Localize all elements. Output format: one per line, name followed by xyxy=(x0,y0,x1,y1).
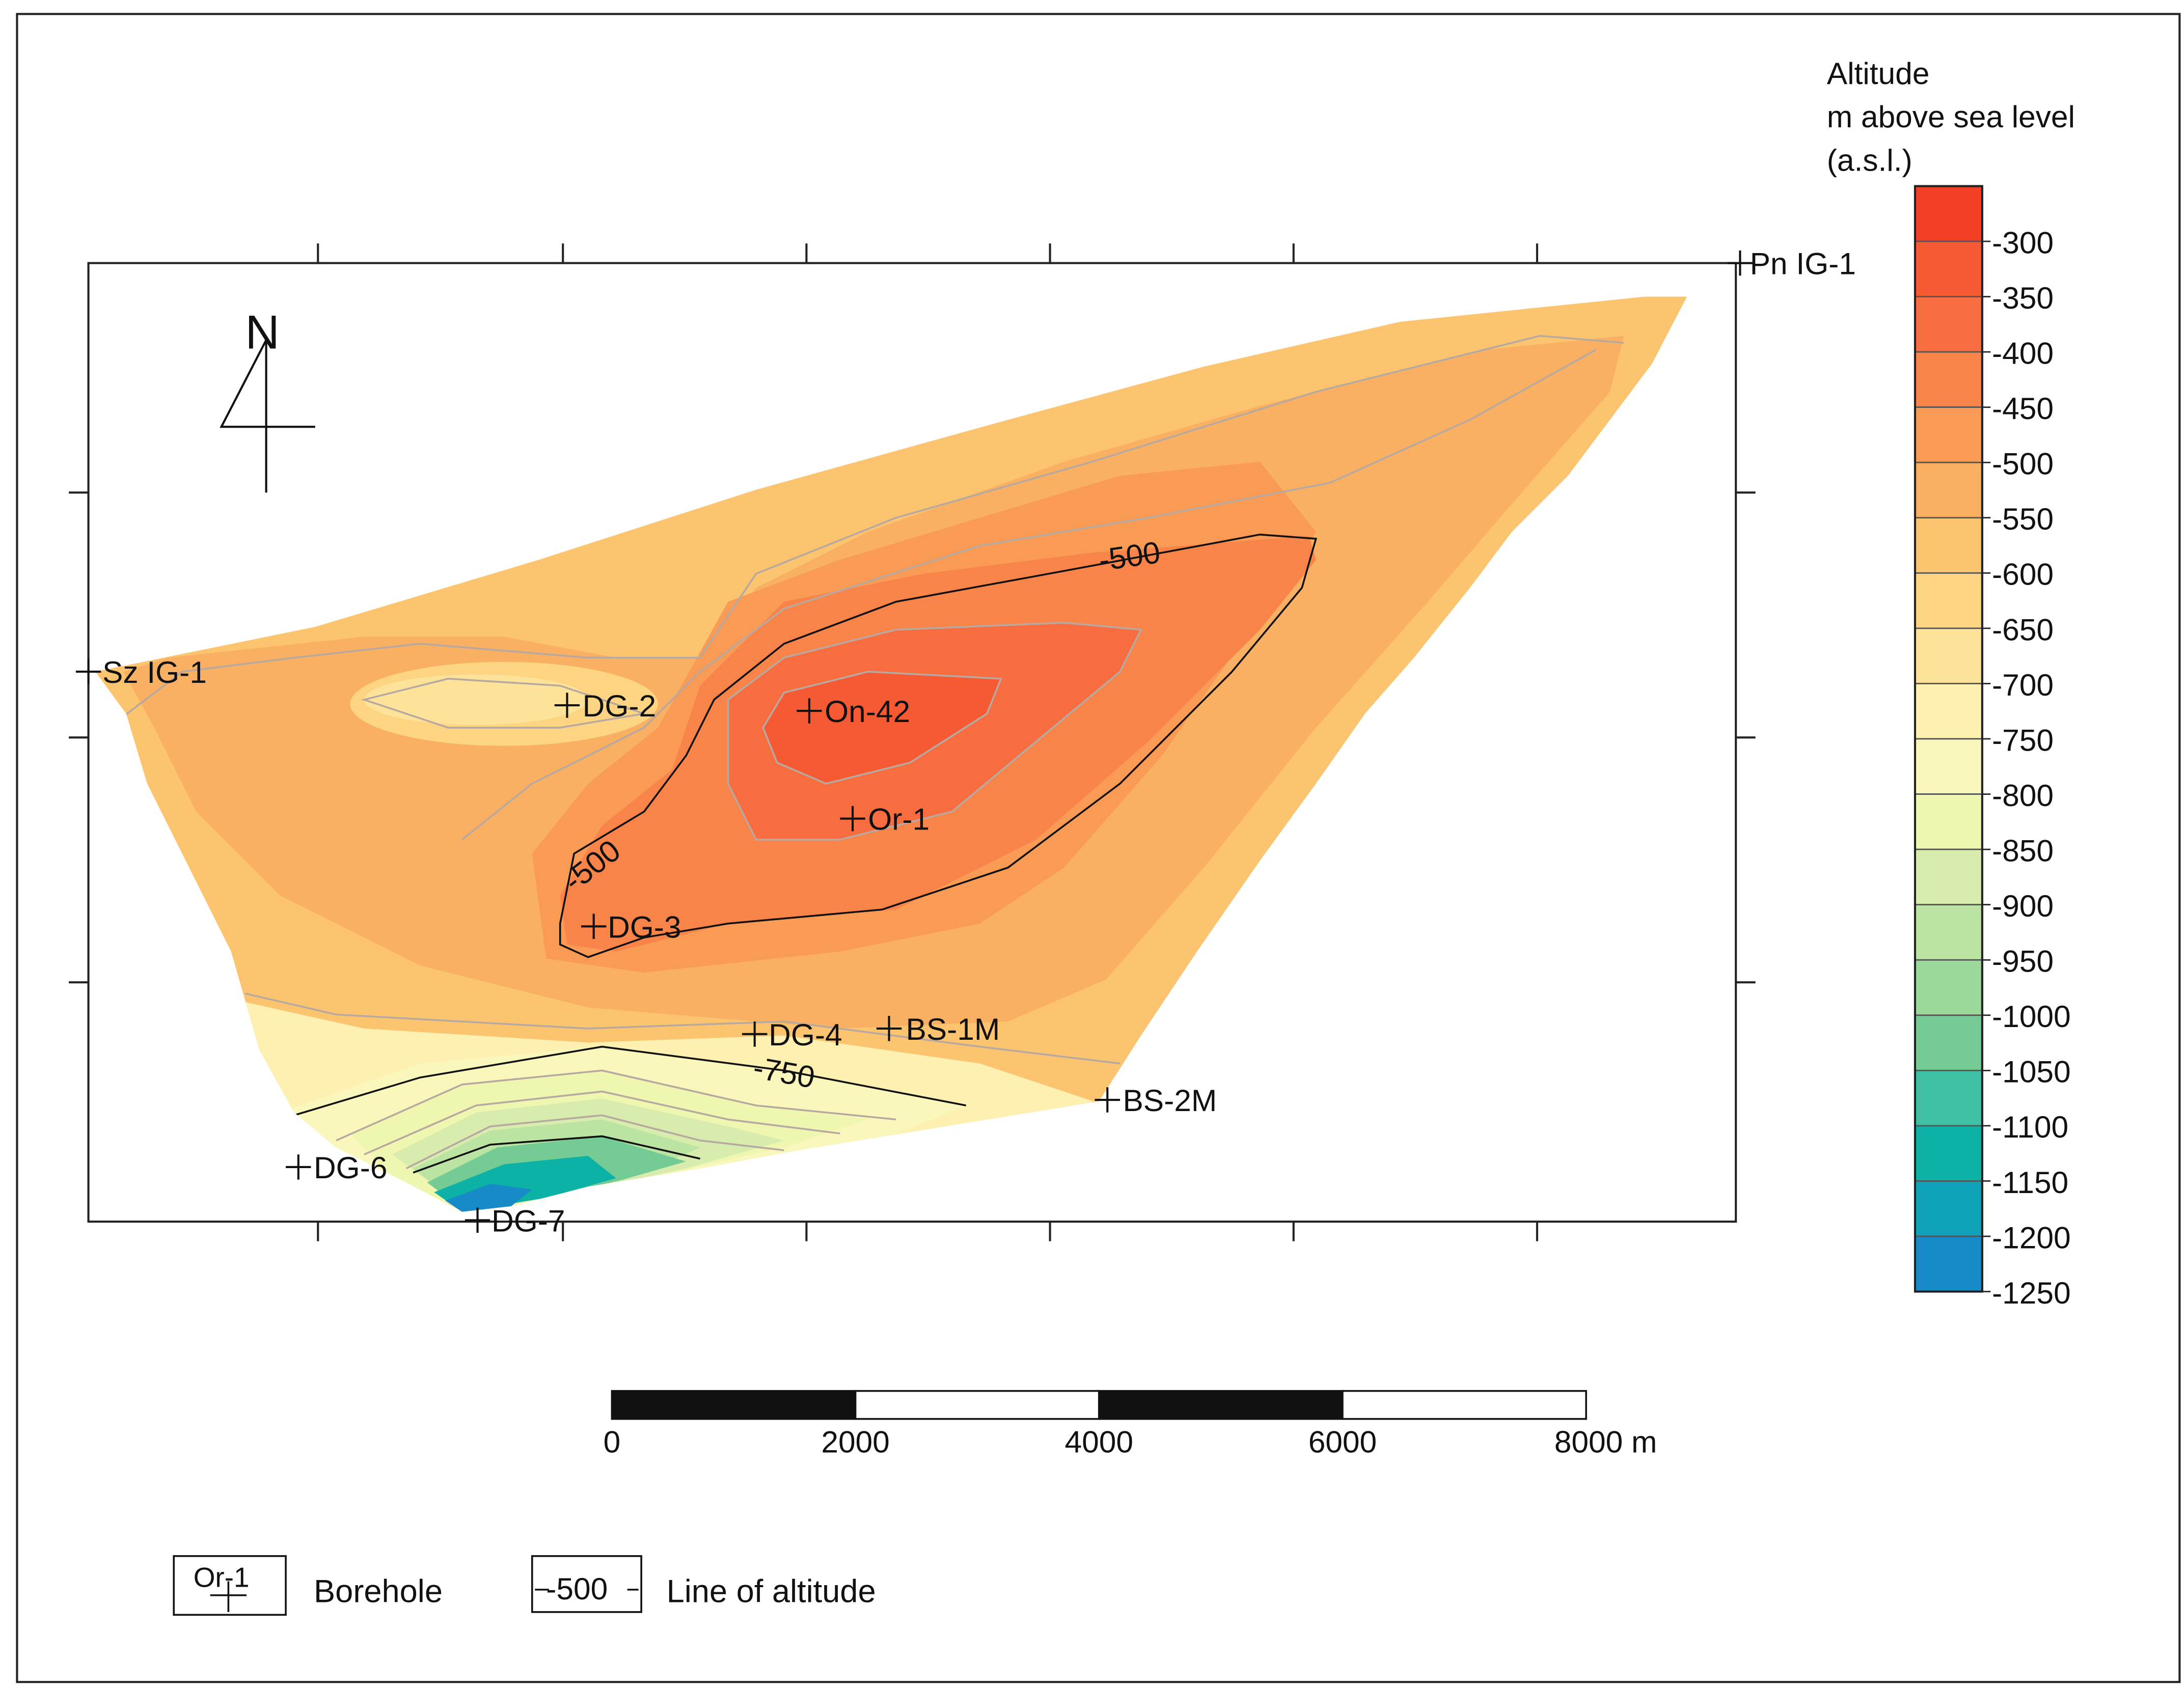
color-scale-swatch xyxy=(1914,959,1983,1016)
color-scale-label: -1050 xyxy=(1992,1055,2071,1089)
color-scale-swatch xyxy=(1914,240,1983,297)
frame-ticks xyxy=(69,243,1756,1241)
color-scale-label: -500 xyxy=(1992,447,2054,481)
color-scale-label: -900 xyxy=(1992,889,2054,923)
color-scale-label: -450 xyxy=(1992,391,2054,426)
borehole-legend-sample: Or-1 xyxy=(194,1561,250,1593)
borehole-label: Or-1 xyxy=(868,802,930,837)
borehole-label: BS-1M xyxy=(906,1012,1000,1046)
borehole-label: DG-7 xyxy=(492,1203,565,1238)
north-label: N xyxy=(245,305,279,358)
borehole-label: DG-4 xyxy=(769,1017,842,1052)
line-legend-box xyxy=(531,1555,642,1613)
color-scale-swatch xyxy=(1914,351,1983,408)
color-scale-swatch xyxy=(1914,296,1983,353)
scale-bar: 0 2000 4000 6000 8000 m xyxy=(604,1390,1657,1459)
color-scale-label: -600 xyxy=(1992,557,2054,592)
color-scale-swatch xyxy=(1914,848,1983,906)
color-scale-swatch xyxy=(1914,406,1983,463)
color-scale: Altitude m above sea level (a.s.l.) -300… xyxy=(1827,56,2075,1310)
color-scale-swatch xyxy=(1914,185,1983,242)
scale-tick: 0 xyxy=(604,1425,621,1459)
color-scale-label: -850 xyxy=(1992,833,2054,868)
borehole-marker[interactable] xyxy=(286,1154,311,1180)
color-scale-label: -1000 xyxy=(1992,999,2071,1034)
color-scale-label: -1150 xyxy=(1992,1165,2068,1200)
color-scale-swatch xyxy=(1914,1125,1983,1182)
borehole-label: On-42 xyxy=(825,694,910,729)
color-scale-swatch xyxy=(1914,1235,1983,1292)
color-scale-swatch xyxy=(1914,627,1983,684)
borehole-label: Pn IG-1 xyxy=(1750,246,1856,281)
color-scale-swatch xyxy=(1914,517,1983,574)
color-scale-swatch xyxy=(1914,1014,1983,1071)
color-scale-label: -750 xyxy=(1992,723,2054,757)
borehole-marker[interactable] xyxy=(75,659,101,684)
color-scale-label: -700 xyxy=(1992,668,2054,702)
borehole-label: BS-2M xyxy=(1123,1083,1217,1118)
borehole-marker[interactable] xyxy=(554,693,580,718)
north-arrow: N xyxy=(220,305,315,493)
color-scale-label: -350 xyxy=(1992,281,2054,315)
contour-label-500-north: -500 xyxy=(1097,535,1162,577)
borehole-marker[interactable] xyxy=(1095,1087,1120,1113)
borehole-label: Sz IG-1 xyxy=(102,655,207,689)
legend-title-line-3: (a.s.l.) xyxy=(1827,143,1913,177)
color-scale-label: -1250 xyxy=(1992,1276,2071,1310)
borehole-marker[interactable] xyxy=(1727,250,1753,276)
color-scale-label: -1200 xyxy=(1992,1220,2071,1255)
line-legend-sample: -500 xyxy=(546,1571,608,1606)
borehole-marker[interactable] xyxy=(797,698,822,724)
borehole-label: DG-3 xyxy=(608,909,681,944)
scale-tick: 4000 xyxy=(1065,1425,1133,1459)
color-scale-swatch xyxy=(1914,904,1983,961)
borehole-marker[interactable] xyxy=(876,1016,902,1041)
scale-tick: 8000 m xyxy=(1554,1425,1657,1459)
color-scale-swatch xyxy=(1914,738,1983,795)
line-legend-label: Line of altitude xyxy=(667,1574,876,1610)
color-scale-label: -950 xyxy=(1992,944,2054,979)
borehole-label: DG-6 xyxy=(314,1150,387,1185)
color-scale-label: -300 xyxy=(1992,225,2054,260)
color-scale-label: -1100 xyxy=(1992,1110,2068,1144)
borehole-marker[interactable] xyxy=(465,1207,490,1233)
color-scale-label: -650 xyxy=(1992,612,2054,647)
color-scale-swatch xyxy=(1914,683,1983,740)
borehole-markers xyxy=(75,250,1753,1233)
color-scale-swatch xyxy=(1914,1069,1983,1127)
color-scale-label: -550 xyxy=(1992,502,2054,536)
color-scale-swatch xyxy=(1914,1180,1983,1237)
borehole-legend-box xyxy=(173,1555,287,1616)
borehole-labels: Pn IG-1 Sz IG-1 DG-2 On-42 Or-1 DG-3 DG-… xyxy=(102,246,1856,1238)
scale-tick: 2000 xyxy=(821,1425,889,1459)
borehole-label: DG-2 xyxy=(583,688,656,723)
borehole-legend-label: Borehole xyxy=(314,1574,443,1610)
borehole-marker[interactable] xyxy=(581,913,607,939)
color-scale-label: -400 xyxy=(1992,336,2054,371)
color-scale-swatch xyxy=(1914,572,1983,629)
color-scale-label: -800 xyxy=(1992,778,2054,813)
color-scale-swatch xyxy=(1914,793,1983,850)
map-legend: Or-1 Borehole -500 Line of altitude xyxy=(173,1555,876,1616)
scale-tick: 6000 xyxy=(1308,1425,1377,1459)
legend-title-line-1: Altitude xyxy=(1827,56,1930,91)
color-scale-swatch xyxy=(1914,461,1983,519)
legend-title-line-2: m above sea level xyxy=(1827,99,2075,134)
borehole-marker[interactable] xyxy=(840,806,865,832)
borehole-marker[interactable] xyxy=(742,1021,768,1047)
